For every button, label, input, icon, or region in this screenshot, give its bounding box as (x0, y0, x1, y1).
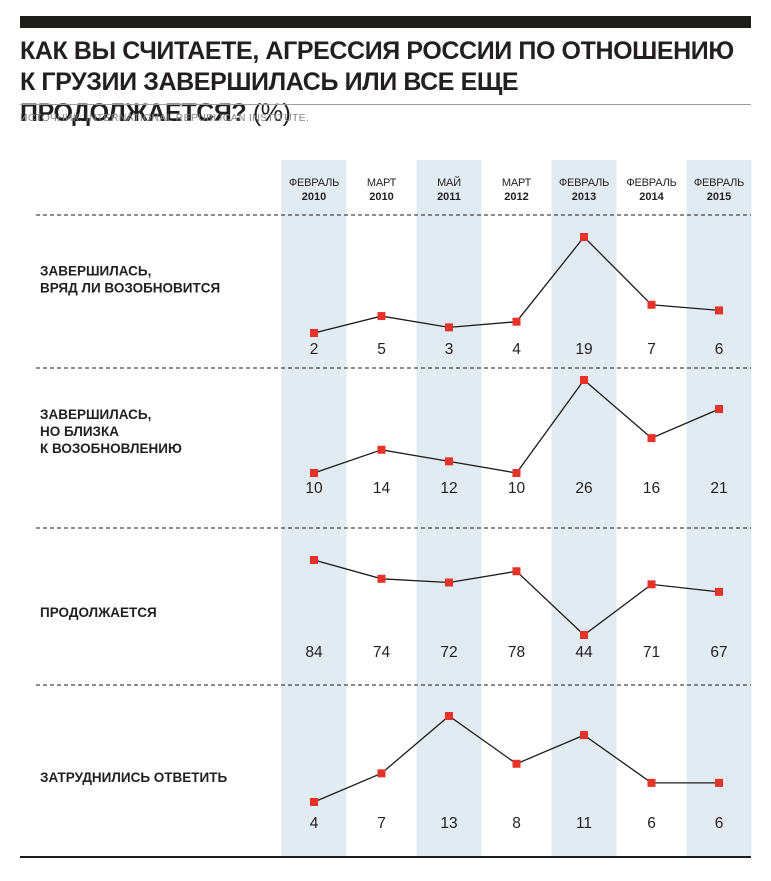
data-value-label: 10 (508, 480, 526, 497)
column-header-month: МАЙ (437, 176, 461, 189)
data-point-marker (580, 376, 588, 384)
title-rule (20, 104, 751, 105)
data-value-label: 44 (575, 644, 593, 661)
data-value-label: 74 (373, 644, 391, 661)
data-point-marker (445, 323, 453, 332)
data-value-label: 10 (305, 480, 323, 497)
data-point-marker (377, 769, 386, 778)
data-point-marker (512, 567, 521, 576)
column-header-year: 2013 (572, 191, 596, 203)
data-value-label: 5 (377, 341, 386, 358)
column-header-month: ФЕВРАЛЬ (694, 177, 744, 189)
column-header-month: МАРТ (367, 177, 397, 189)
data-point-marker (445, 578, 453, 587)
column-header-year: 2012 (504, 191, 528, 203)
data-point-marker (580, 233, 588, 241)
data-point-marker (647, 580, 656, 589)
top-rule (20, 16, 751, 28)
column-header-year: 2014 (639, 191, 664, 203)
data-point-marker (647, 300, 656, 309)
data-value-label: 13 (440, 815, 457, 832)
data-value-label: 6 (715, 815, 724, 832)
data-value-label: 12 (440, 480, 457, 497)
data-point-marker (715, 587, 723, 596)
data-value-label: 11 (576, 815, 592, 832)
data-point-marker (377, 574, 386, 583)
data-point-marker (512, 759, 521, 768)
data-point-marker (580, 631, 588, 639)
series-line (313, 379, 720, 474)
data-point-marker (580, 731, 588, 740)
data-value-label: 6 (647, 815, 656, 832)
highlight-band (551, 160, 617, 856)
data-point-marker (377, 445, 386, 454)
column-header-year: 2010 (302, 191, 326, 203)
series-label: ПРОДОЛЖАЕТСЯ (40, 605, 157, 620)
series-label: НО БЛИЗКА (40, 424, 119, 439)
highlight-band (416, 160, 482, 856)
column-header-year: 2010 (369, 191, 393, 203)
chart-unit: (%) (252, 99, 291, 127)
data-value-label: 8 (512, 815, 521, 832)
data-point-marker (512, 317, 521, 326)
data-value-label: 21 (710, 480, 727, 497)
data-value-label: 26 (575, 480, 592, 497)
series-label: ЗАТРУДНИЛИСЬ ОТВЕТИТЬ (40, 770, 227, 785)
data-point-marker (647, 778, 656, 787)
data-value-label: 7 (647, 341, 656, 358)
column-header-month: МАРТ (502, 177, 532, 189)
data-point-marker (377, 312, 386, 321)
data-value-label: 72 (440, 644, 457, 661)
highlight-band (281, 160, 347, 856)
series-line (313, 715, 719, 803)
data-value-label: 19 (575, 341, 592, 358)
column-header-year: 2015 (707, 191, 731, 203)
column-header-month: ФЕВРАЛЬ (289, 177, 339, 189)
data-point-marker (310, 556, 318, 564)
data-point-marker (512, 469, 521, 477)
chart-title-text: Как вы считаете, агрессия России по отно… (20, 37, 734, 127)
data-value-label: 4 (310, 815, 319, 832)
column-header-month: ФЕВРАЛЬ (559, 177, 609, 189)
data-value-label: 3 (445, 341, 454, 358)
data-value-label: 67 (710, 644, 727, 661)
chart-title: Как вы считаете, агрессия России по отно… (20, 36, 751, 129)
data-point-marker (310, 469, 318, 477)
data-value-label: 78 (508, 644, 525, 661)
data-point-marker (445, 457, 453, 466)
data-value-label: 6 (715, 341, 724, 358)
data-point-marker (310, 329, 318, 337)
data-point-marker (445, 712, 453, 720)
data-point-marker (647, 434, 656, 443)
series-label: К ВОЗОБНОВЛЕНИЮ (40, 441, 182, 456)
bottom-rule (20, 856, 751, 858)
series-label: ЗАВЕРШИЛАСЬ, (40, 407, 151, 422)
data-point-marker (715, 405, 723, 414)
data-value-label: 14 (373, 480, 391, 497)
data-value-label: 71 (643, 644, 660, 661)
data-value-label: 16 (643, 480, 660, 497)
data-value-label: 7 (377, 815, 386, 832)
series-label: ВРЯД ЛИ ВОЗОБНОВИТСЯ (40, 281, 220, 296)
data-point-marker (310, 798, 318, 806)
column-header-year: 2011 (437, 191, 461, 203)
data-point-marker (715, 778, 723, 787)
data-point-marker (715, 306, 723, 315)
column-header-month: ФЕВРАЛЬ (626, 177, 676, 189)
data-value-label: 2 (310, 341, 319, 358)
series-label: ЗАВЕРШИЛАСЬ, (40, 264, 151, 279)
data-value-label: 4 (512, 341, 521, 358)
source-note: Источник: International Republican Insti… (20, 112, 310, 124)
highlight-band (686, 160, 752, 856)
data-value-label: 84 (305, 644, 323, 661)
